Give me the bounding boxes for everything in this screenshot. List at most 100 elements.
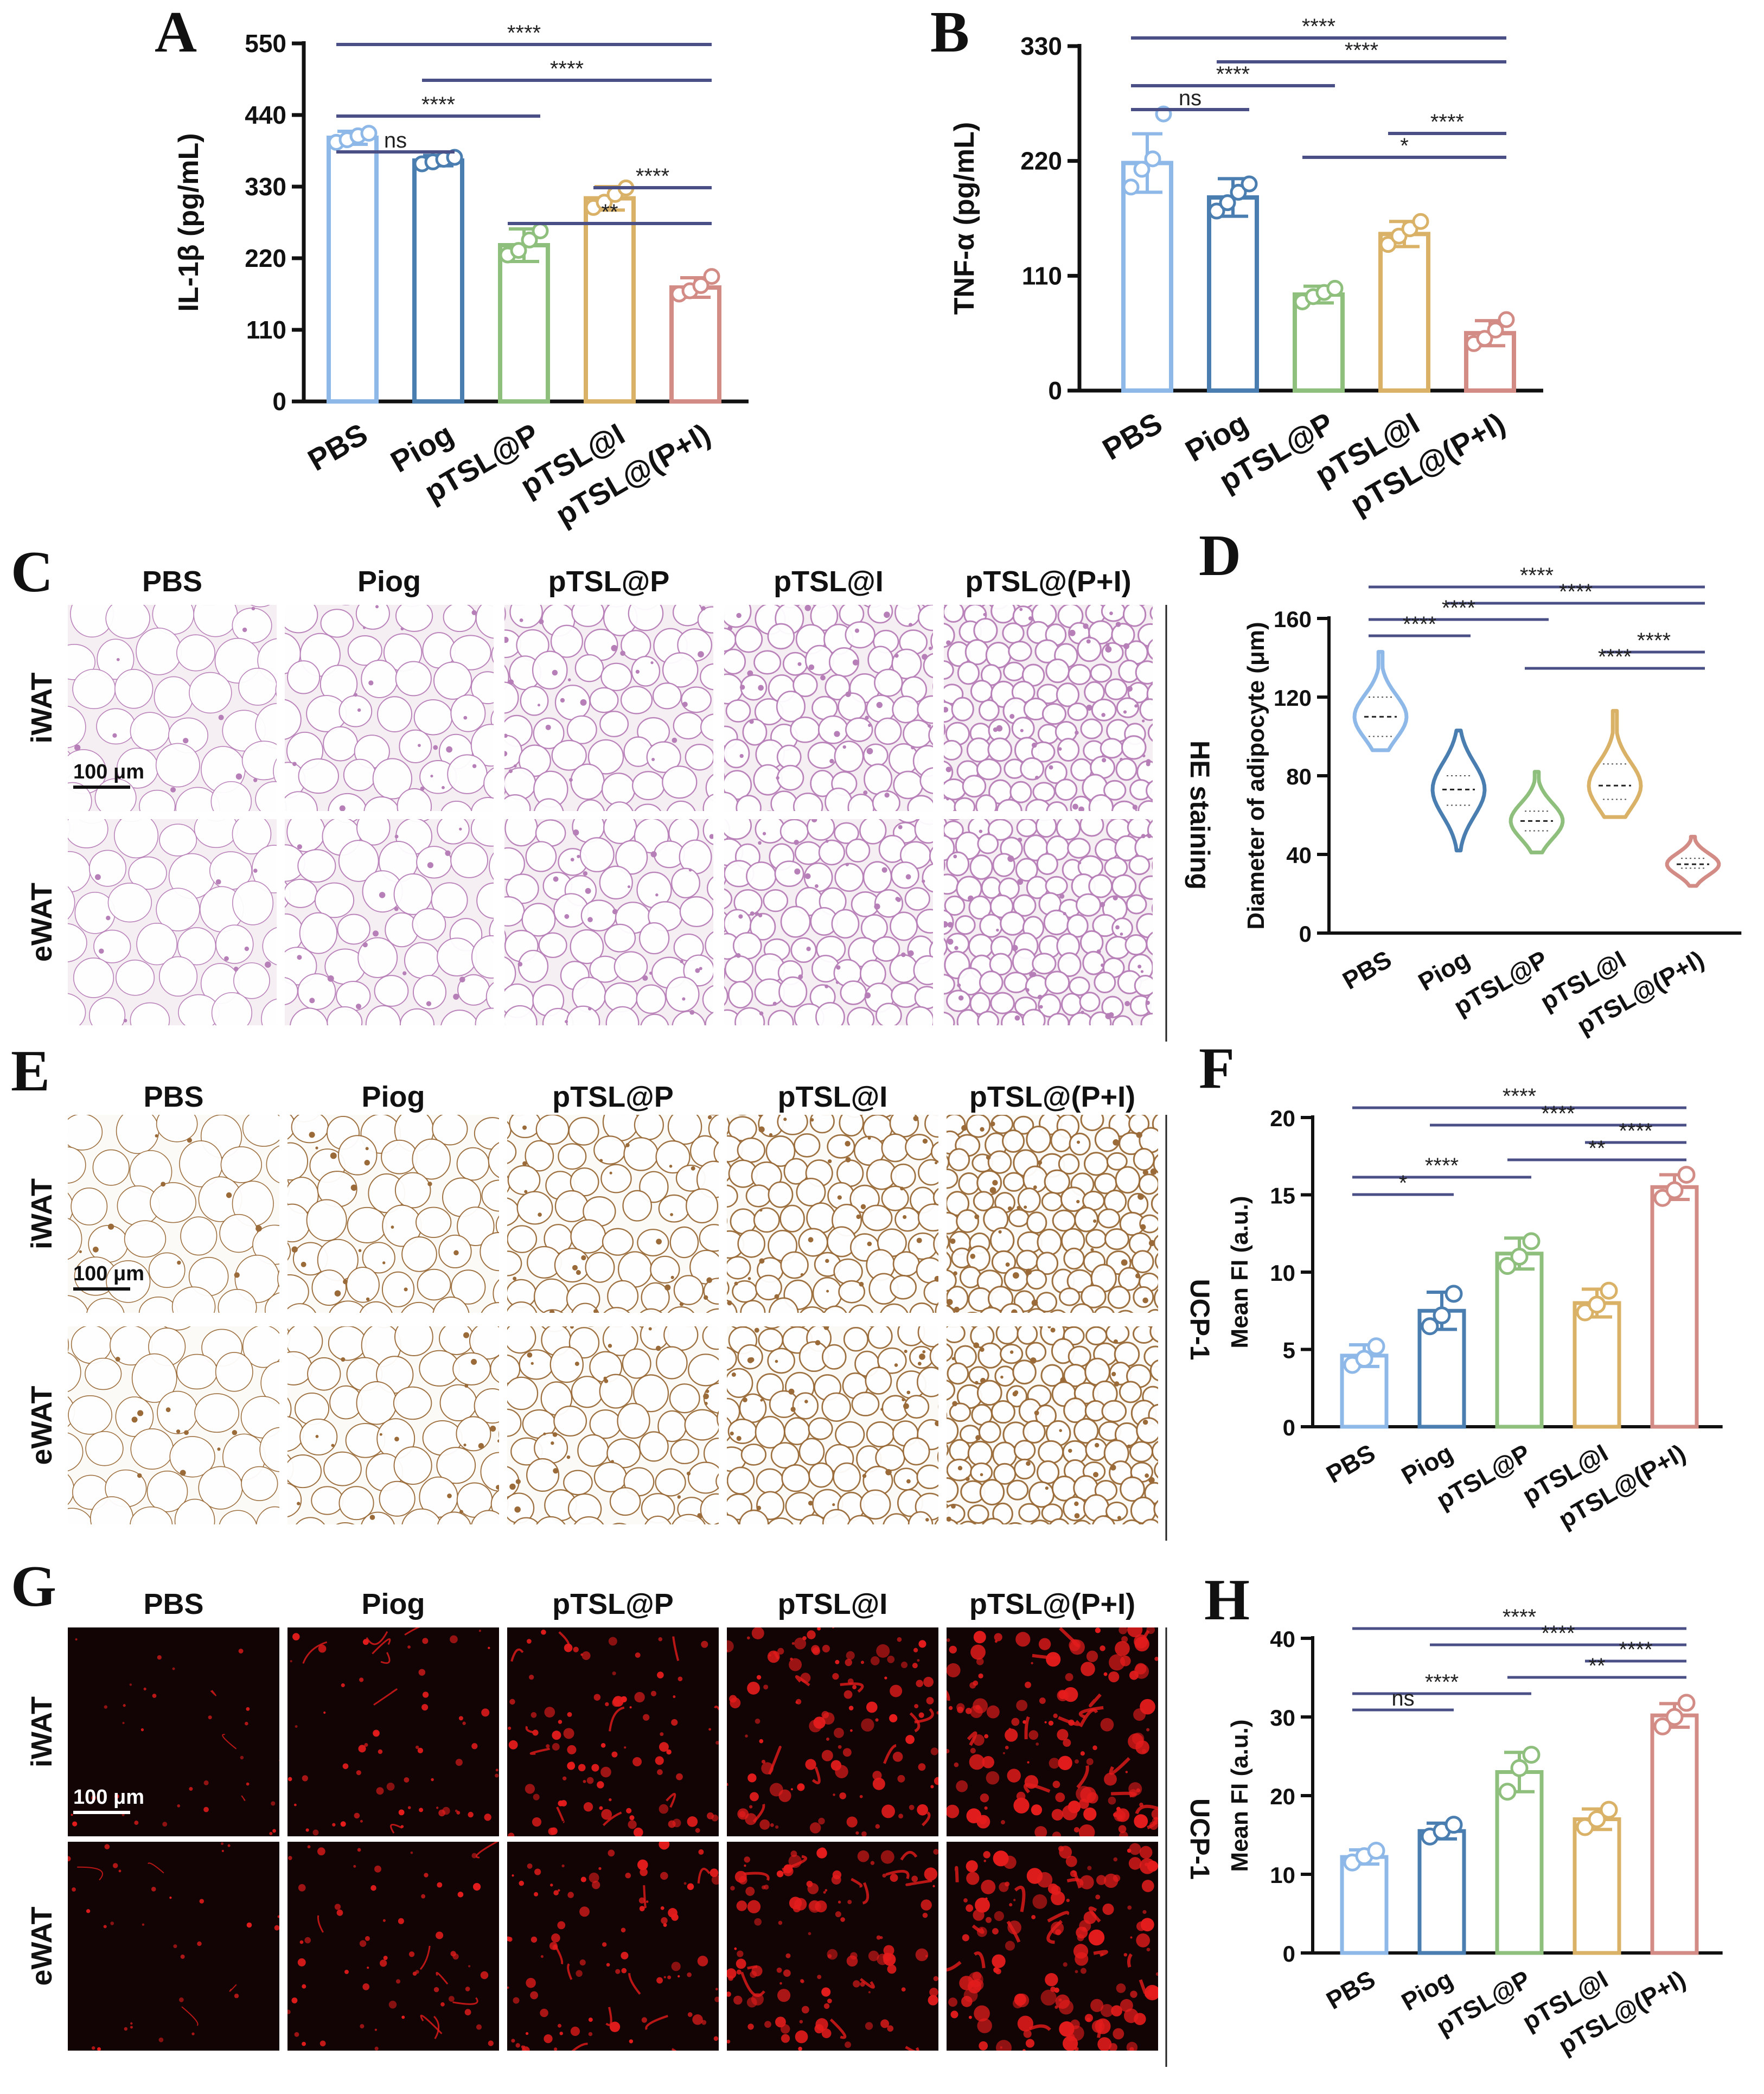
nucleus	[688, 868, 692, 872]
column-header: pTSL@I	[778, 1081, 888, 1113]
fluorescent-spot	[876, 1644, 890, 1658]
fluorescent-spot	[1115, 1640, 1130, 1656]
fluorescent-spot	[1095, 1894, 1101, 1900]
fluorescent-spot	[832, 1672, 839, 1680]
fluorescent-strand	[1079, 1708, 1098, 1728]
fluorescent-spot	[934, 1777, 938, 1785]
nucleus	[394, 1437, 399, 1441]
column-header: PBS	[142, 565, 202, 598]
fluorescent-strand	[521, 2045, 527, 2051]
adipocyte	[68, 886, 75, 920]
adipocyte	[831, 909, 860, 939]
adipocyte	[507, 1165, 541, 1195]
fluorescent-spot	[845, 2041, 851, 2048]
adipocyte	[1094, 971, 1116, 993]
nucleus	[177, 1260, 181, 1265]
adipocyte	[287, 1142, 309, 1181]
nucleus	[471, 1358, 477, 1365]
fluorescent-spot	[976, 1657, 984, 1665]
fluorescent-strand	[666, 1793, 676, 1808]
nucleus	[1150, 1168, 1157, 1175]
fluorescent-spot	[1066, 1898, 1070, 1903]
adipocyte	[1028, 1481, 1055, 1508]
nucleus	[180, 1470, 186, 1476]
nucleus	[980, 1473, 983, 1477]
nucleus	[1009, 713, 1015, 719]
adipocyte	[113, 819, 159, 859]
nucleus	[642, 975, 648, 981]
adipocyte	[758, 1328, 784, 1352]
adipocyte	[916, 1464, 938, 1490]
fluorescent-spot	[827, 1954, 832, 1958]
nucleus	[894, 1363, 898, 1367]
fluorescent-spot	[1040, 1989, 1057, 2006]
adipocyte	[432, 1297, 470, 1313]
fluorescent-spot	[472, 1882, 481, 1891]
nucleus	[776, 776, 779, 780]
adipocyte	[259, 1427, 279, 1472]
fluorescent-spot	[203, 1780, 209, 1785]
nucleus	[497, 1439, 499, 1443]
nucleus	[327, 975, 334, 982]
fluorescent-spot	[835, 1765, 848, 1778]
fluorescent-spot	[567, 1892, 574, 1898]
fluorescent-spot	[809, 1900, 820, 1911]
fluorescent-spot	[1141, 1880, 1154, 1892]
nucleus	[552, 1432, 558, 1437]
adipocyte	[381, 1139, 418, 1174]
nucleus	[842, 745, 846, 749]
fluorescent-spot	[850, 1729, 853, 1732]
fluorescent-spot	[889, 1714, 898, 1722]
adipocyte	[672, 1011, 706, 1025]
adipocyte	[1030, 1520, 1050, 1524]
fluorescent-spot	[304, 1937, 311, 1944]
significance-label: ****	[1442, 596, 1475, 620]
fluorescent-spot	[866, 1701, 878, 1713]
adipocyte	[1000, 911, 1026, 936]
adipocyte	[969, 854, 993, 880]
adipocyte	[404, 942, 440, 979]
nucleus	[957, 1466, 963, 1471]
adipocyte	[1128, 855, 1151, 876]
adipocyte	[1082, 950, 1105, 975]
adipocyte	[1058, 1287, 1081, 1306]
adipocyte	[845, 717, 873, 742]
adipocyte	[1002, 1129, 1025, 1153]
adipocyte	[255, 703, 277, 749]
fluorescent-spot	[676, 1773, 683, 1780]
micrograph-cells	[727, 1847, 938, 2051]
adipocyte	[1041, 703, 1067, 725]
fluorescent-spot	[842, 1748, 852, 1757]
adipocyte	[1021, 1008, 1046, 1025]
row-label: iWAT	[25, 1178, 58, 1249]
adipocyte	[656, 1346, 688, 1380]
nucleus	[106, 916, 111, 921]
fluorescent-spot	[985, 1917, 992, 1923]
fluorescent-spot	[531, 1712, 537, 1718]
adipocyte	[250, 605, 270, 608]
nucleus	[1123, 710, 1127, 714]
nucleus	[1012, 1272, 1019, 1279]
nucleus	[242, 627, 247, 633]
adipocyte	[483, 767, 494, 800]
fluorescent-spot	[1090, 1999, 1104, 2012]
micrograph-background	[287, 1627, 499, 1836]
fluorescent-spot	[887, 1964, 897, 1974]
adipocyte	[655, 1140, 691, 1174]
nucleus	[1024, 1205, 1027, 1209]
data-point	[1588, 1810, 1606, 1828]
fluorescent-spot	[240, 1755, 244, 1760]
nucleus	[868, 724, 871, 727]
adipocyte	[779, 819, 809, 844]
adipocyte	[987, 819, 1013, 841]
fluorescent-spot	[668, 1908, 678, 1918]
significance-label: ****	[1302, 15, 1335, 39]
nucleus	[514, 1506, 521, 1513]
fluorescent-spot	[825, 1889, 828, 1892]
fluorescent-spot	[274, 1925, 279, 1931]
fluorescent-strand	[862, 1882, 870, 1905]
fluorescent-spot	[508, 1726, 512, 1730]
adipocyte	[218, 1289, 257, 1313]
adipocyte	[889, 954, 918, 984]
adipocyte	[613, 951, 648, 982]
